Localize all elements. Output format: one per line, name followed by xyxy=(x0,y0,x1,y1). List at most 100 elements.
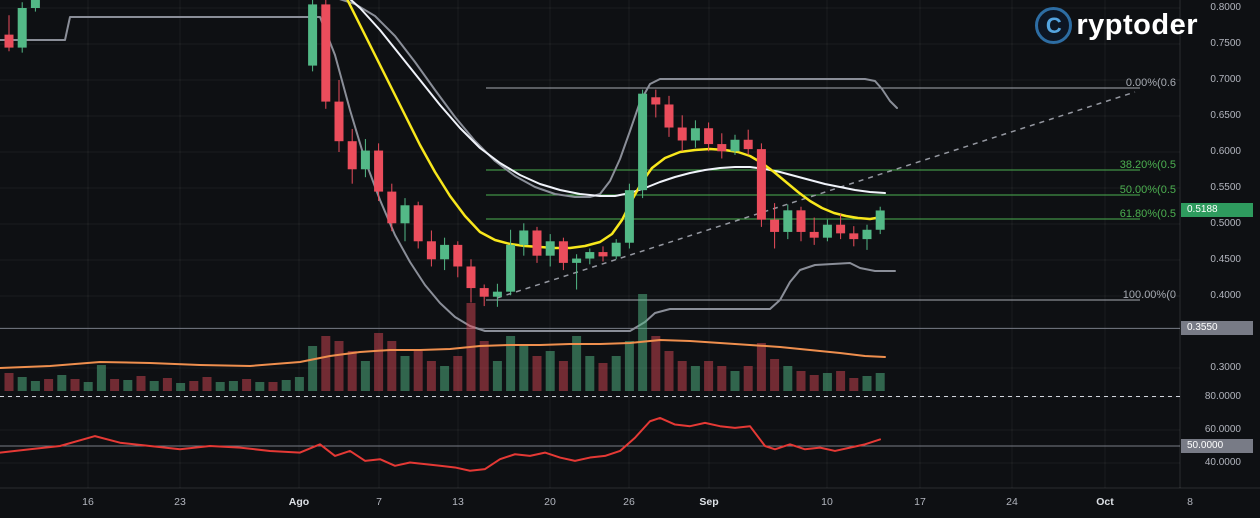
candle-body xyxy=(17,8,27,48)
candle-body xyxy=(638,93,648,191)
volume-bar xyxy=(492,361,502,391)
volume-bar xyxy=(836,371,846,391)
volume-bar xyxy=(426,361,436,391)
candle-body xyxy=(479,288,489,297)
price-axis[interactable] xyxy=(1180,0,1260,488)
candle-body xyxy=(387,191,397,224)
candle-body xyxy=(743,139,753,150)
candle-body xyxy=(466,266,476,289)
volume-bar xyxy=(783,366,793,391)
volume-bar xyxy=(4,373,14,391)
candle-body xyxy=(347,141,357,170)
candle-body xyxy=(730,139,740,152)
candle-body xyxy=(572,258,582,263)
candle-body xyxy=(492,291,502,297)
volume-bar xyxy=(281,380,291,391)
volume-bar xyxy=(624,341,634,391)
candle-body xyxy=(836,224,846,234)
candle-body xyxy=(704,128,714,145)
volume-bar xyxy=(176,383,186,391)
volume-bar xyxy=(453,356,463,391)
time-axis[interactable] xyxy=(0,488,1260,518)
volume-bar xyxy=(440,366,450,391)
band-lower-line xyxy=(0,16,896,332)
volume-bar xyxy=(690,366,700,391)
band-upper-line xyxy=(339,0,898,198)
volume-bar xyxy=(875,373,885,391)
volume-bar xyxy=(506,336,516,391)
volume-bar xyxy=(756,343,766,391)
candle-body xyxy=(532,230,542,256)
volume-bar xyxy=(664,351,674,391)
candle-body xyxy=(770,219,780,232)
candle-body xyxy=(809,231,819,238)
candle-body xyxy=(717,144,727,152)
volume-bar xyxy=(57,375,67,391)
candle-body xyxy=(598,252,608,257)
volume-bar xyxy=(17,377,27,391)
rsi-line xyxy=(0,416,881,472)
candle-body xyxy=(374,150,384,192)
candle-body xyxy=(4,34,14,48)
volume-bar xyxy=(519,346,529,391)
brand-logo: C ryptoder xyxy=(1035,7,1198,44)
volume-bar xyxy=(479,341,489,391)
candle-body xyxy=(558,241,568,263)
candle-body xyxy=(664,104,674,128)
volume-bar xyxy=(96,365,106,391)
volume-bar xyxy=(677,361,687,391)
volume-bar xyxy=(822,373,832,391)
candle-body xyxy=(677,127,687,141)
volume-bar xyxy=(110,379,120,391)
volume-bar xyxy=(347,351,357,391)
trendline-dashed xyxy=(496,91,1136,299)
volume-bar xyxy=(70,379,80,391)
brand-name-text: ryptoder xyxy=(1076,9,1198,41)
candle-body xyxy=(875,210,885,230)
candles-layer xyxy=(4,0,885,307)
candle-body xyxy=(308,4,318,66)
volume-bar xyxy=(743,366,753,391)
candle-body xyxy=(426,241,436,260)
candle-body xyxy=(545,241,555,256)
candle-body xyxy=(334,101,344,142)
candle-body xyxy=(440,244,450,260)
candle-body xyxy=(690,128,700,141)
volume-bar xyxy=(44,379,54,391)
candle-body xyxy=(611,242,621,257)
candle-body xyxy=(506,244,516,292)
candle-body xyxy=(519,230,529,245)
volume-bar xyxy=(255,382,265,391)
candle-body xyxy=(585,252,595,259)
candle-body xyxy=(783,210,793,232)
candle-body xyxy=(413,205,423,242)
candle-body xyxy=(400,205,410,224)
volume-ma-line xyxy=(0,339,886,369)
volume-bar xyxy=(400,356,410,391)
volume-bar xyxy=(30,381,40,391)
volume-bar xyxy=(558,361,568,391)
volume-bar xyxy=(189,381,199,391)
candle-body xyxy=(360,150,370,170)
volume-bar xyxy=(611,356,621,391)
volume-bar xyxy=(268,382,278,391)
volume-bar xyxy=(704,361,714,391)
volume-bar xyxy=(770,359,780,391)
volume-bar xyxy=(585,356,595,391)
volume-bar xyxy=(308,346,318,391)
candle-body xyxy=(30,0,40,8)
volume-bar xyxy=(387,341,397,391)
volume-bar xyxy=(374,333,384,391)
volume-bar xyxy=(123,380,133,391)
volume-bar xyxy=(294,377,304,391)
volume-bar xyxy=(83,382,93,391)
candle-body xyxy=(756,149,766,220)
volume-bar xyxy=(360,361,370,391)
volume-bar xyxy=(242,379,252,391)
volume-bar xyxy=(862,376,872,391)
volume-bar xyxy=(849,378,859,391)
volume-bar xyxy=(717,366,727,391)
volume-bar xyxy=(796,371,806,391)
volume-bar xyxy=(651,336,661,391)
